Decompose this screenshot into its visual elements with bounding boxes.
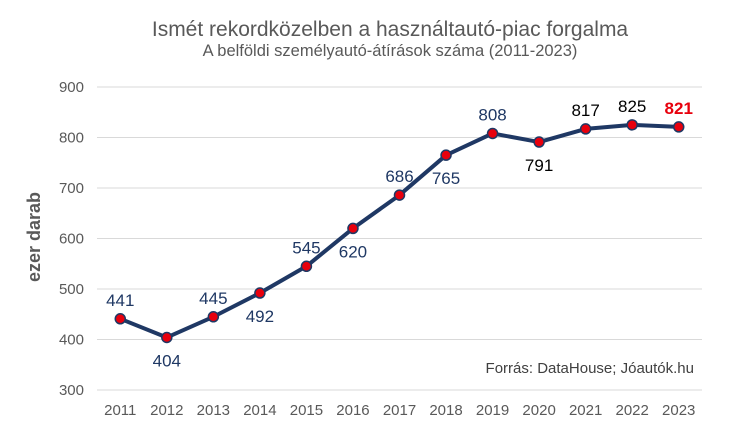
data-label: 808 xyxy=(478,105,506,124)
data-label: 825 xyxy=(618,97,646,116)
x-tick-label: 2020 xyxy=(522,402,555,419)
data-label: 620 xyxy=(339,242,367,261)
data-point xyxy=(393,189,406,201)
data-label: 441 xyxy=(106,291,134,310)
data-point xyxy=(207,311,220,323)
data-point xyxy=(672,121,685,133)
y-axis-ticks: 300 400 500 600 700 800 900 xyxy=(59,79,84,399)
x-tick-label: 2023 xyxy=(662,402,695,419)
x-tick-label: 2014 xyxy=(243,402,276,419)
data-point xyxy=(579,123,592,135)
y-tick-label: 300 xyxy=(59,382,84,399)
y-tick-label: 600 xyxy=(59,231,84,248)
source-note: Forrás: DataHouse; Jóautók.hu xyxy=(486,360,694,377)
data-point xyxy=(300,260,313,273)
x-tick-label: 2016 xyxy=(336,402,369,419)
chart-title: Ismét rekordközelben a használtautó-piac… xyxy=(151,18,629,41)
x-tick-label: 2018 xyxy=(429,402,462,419)
x-tick-label: 2019 xyxy=(476,402,509,419)
data-point xyxy=(486,127,499,140)
x-tick-label: 2011 xyxy=(104,402,136,419)
data-label: 821 xyxy=(665,99,693,118)
y-tick-label: 900 xyxy=(59,79,84,96)
data-label: 686 xyxy=(385,167,413,186)
y-tick-label: 800 xyxy=(59,130,84,147)
chart-subtitle: A belföldi személyautó-átírások száma (2… xyxy=(202,42,578,60)
x-tick-label: 2012 xyxy=(150,402,183,419)
data-label: 492 xyxy=(246,307,274,326)
data-label: 445 xyxy=(199,289,227,308)
x-tick-label: 2021 xyxy=(569,402,602,419)
data-point xyxy=(161,331,173,344)
data-label: 765 xyxy=(432,169,460,188)
data-point xyxy=(347,222,359,235)
data-point xyxy=(626,119,638,131)
x-axis-ticks: 2011 2012 2013 2014 2015 2016 2017 2018 2019 2020… xyxy=(104,402,695,419)
x-tick-label: 2013 xyxy=(197,402,230,419)
y-tick-label: 500 xyxy=(59,281,84,298)
data-label: 791 xyxy=(525,156,553,175)
data-point xyxy=(533,136,545,148)
x-tick-label: 2017 xyxy=(383,402,416,419)
data-label: 404 xyxy=(153,351,181,370)
y-axis-label: ezer darab xyxy=(24,192,44,282)
x-tick-label: 2022 xyxy=(616,402,649,419)
series-markers xyxy=(114,119,685,344)
data-point xyxy=(114,313,127,325)
data-label: 545 xyxy=(292,238,320,257)
data-point xyxy=(254,287,266,299)
y-tick-label: 400 xyxy=(59,332,84,349)
x-tick-label: 2015 xyxy=(290,402,323,419)
data-point xyxy=(440,149,452,161)
data-label: 817 xyxy=(571,101,599,120)
data-labels: 441 404 445 492 545 620 686 765 808 791 817 825 821 xyxy=(106,97,693,371)
gridlines xyxy=(97,86,702,391)
y-tick-label: 700 xyxy=(59,180,84,197)
